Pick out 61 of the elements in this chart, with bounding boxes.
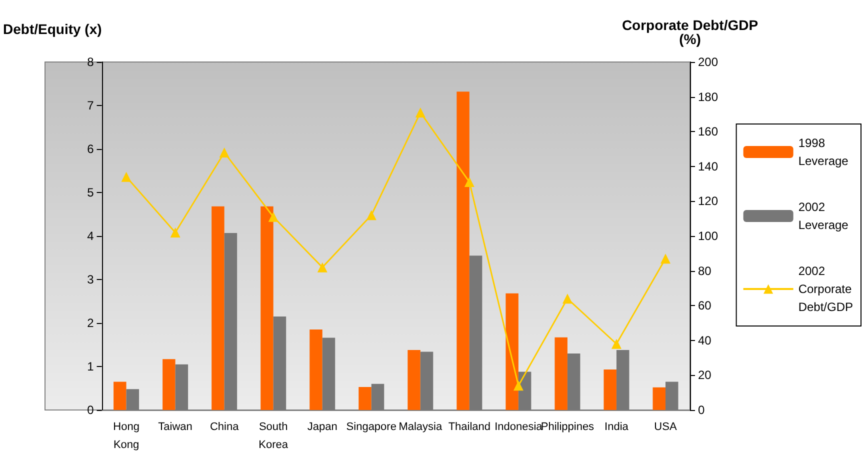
x-tick-label: Japan (307, 421, 338, 433)
point (415, 107, 426, 118)
x-tick-label: China (210, 421, 240, 433)
bar (310, 330, 322, 410)
y2-tick-label: 160 (698, 124, 718, 139)
y2-tick-label: 40 (698, 333, 712, 348)
y2-tick-label: 60 (698, 298, 712, 313)
y-tick-label: 2 (87, 316, 94, 330)
point (464, 177, 474, 188)
point (170, 228, 180, 238)
x-tick-label: Taiwan (158, 421, 192, 433)
legend-label: 2002 Leverage (798, 200, 849, 232)
bar (506, 293, 518, 410)
x-tick-label: South Korea (258, 421, 289, 451)
y-tick-label: 4 (87, 229, 94, 243)
point (366, 210, 376, 220)
point (317, 262, 328, 272)
x-tick-label: USA (654, 421, 678, 433)
bar (408, 350, 420, 410)
bar (554, 337, 568, 410)
y2-tick-label: 200 (698, 55, 718, 69)
legend-label: 2002 Corporate Debt/GDP (798, 264, 853, 314)
bar (358, 386, 372, 410)
legend-label: 1998 Leverage (798, 136, 849, 168)
y2-tick-label: 20 (698, 368, 712, 382)
x-tick-label: Hong Kong (113, 421, 140, 451)
point (268, 212, 278, 222)
x-tick-label: Malaysia (398, 421, 443, 433)
y-tick-label: 5 (87, 186, 94, 200)
y-tick-label: 7 (87, 98, 94, 112)
y-tick-label: 6 (87, 142, 94, 156)
x-tick-label: Singapore (346, 421, 396, 433)
y-tick-label: 0 (87, 403, 94, 417)
y-tick-label: 3 (87, 272, 94, 286)
bar (162, 359, 176, 410)
x-tick-label: Thailand (448, 421, 491, 433)
y-tick-label: 1 (87, 360, 94, 374)
point (121, 172, 132, 182)
bar (456, 92, 470, 410)
x-tick-label: India (604, 421, 630, 433)
bar (604, 370, 616, 410)
y2-tick-label: 120 (698, 194, 718, 208)
y2-tick-label: 100 (698, 229, 718, 243)
bar (212, 206, 224, 410)
x-tick-label: Indonesia (494, 421, 544, 433)
y2-axis-title: Corporate Debt/GDP (%) (622, 17, 758, 47)
point (219, 147, 230, 158)
point (611, 338, 622, 349)
x-tick-label: Philippines (540, 421, 595, 433)
point (513, 380, 524, 391)
point (562, 294, 572, 304)
bar (652, 387, 666, 410)
y2-tick-label: 180 (698, 90, 718, 104)
bar (114, 382, 126, 410)
y-tick-label: 8 (87, 55, 94, 69)
point (660, 254, 670, 264)
y2-tick-label: 140 (698, 159, 718, 174)
y2-tick-label: 0 (698, 403, 705, 417)
y-axis-title: Debt/Equity (x) (3, 21, 102, 37)
bar (260, 206, 274, 410)
y2-tick-label: 80 (698, 264, 712, 278)
